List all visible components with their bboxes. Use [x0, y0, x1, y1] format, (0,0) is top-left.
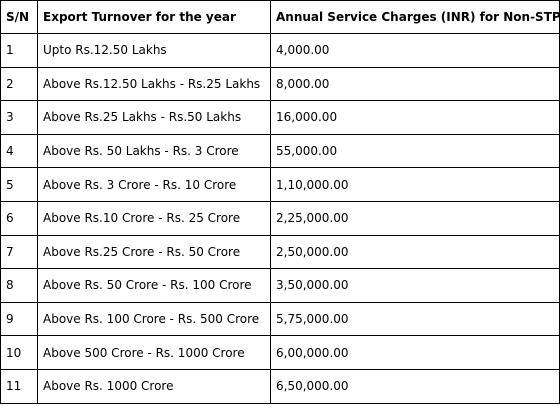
header-sn: S/N: [0, 0, 38, 34]
table-row: 9 Above Rs. 100 Crore - Rs. 500 Crore 5,…: [0, 301, 560, 337]
cell-charges: 6,50,000.00: [270, 368, 560, 404]
cell-sn: 2: [0, 66, 38, 102]
cell-turnover: Above Rs.25 Lakhs - Rs.50 Lakhs: [37, 100, 271, 135]
cell-turnover: Upto Rs.12.50 Lakhs: [37, 33, 271, 68]
cell-sn: 9: [0, 301, 38, 337]
cell-charges: 3,50,000.00: [270, 268, 560, 303]
table-row: 6 Above Rs.10 Crore - Rs. 25 Crore 2,25,…: [0, 200, 560, 236]
table-row: 7 Above Rs.25 Crore - Rs. 50 Crore 2,50,…: [0, 234, 560, 270]
cell-sn: 4: [0, 133, 38, 169]
cell-charges: 16,000.00: [270, 100, 560, 135]
cell-turnover: Above Rs. 50 Crore - Rs. 100 Crore: [37, 268, 271, 303]
cell-turnover: Above Rs.10 Crore - Rs. 25 Crore: [37, 200, 271, 236]
table-header-row: S/N Export Turnover for the year Annual …: [0, 0, 560, 34]
cell-charges: 55,000.00: [270, 133, 560, 169]
cell-turnover: Above 500 Crore - Rs. 1000 Crore: [37, 335, 271, 370]
cell-charges: 1,10,000.00: [270, 167, 560, 202]
table-row: 1 Upto Rs.12.50 Lakhs 4,000.00: [0, 33, 560, 68]
table-row: 8 Above Rs. 50 Crore - Rs. 100 Crore 3,5…: [0, 268, 560, 303]
cell-charges: 2,25,000.00: [270, 200, 560, 236]
table-row: 4 Above Rs. 50 Lakhs - Rs. 3 Crore 55,00…: [0, 133, 560, 169]
cell-turnover: Above Rs.25 Crore - Rs. 50 Crore: [37, 234, 271, 270]
cell-sn: 3: [0, 100, 38, 135]
cell-sn: 1: [0, 33, 38, 68]
table-row: 2 Above Rs.12.50 Lakhs - Rs.25 Lakhs 8,0…: [0, 66, 560, 102]
table-row: 3 Above Rs.25 Lakhs - Rs.50 Lakhs 16,000…: [0, 100, 560, 135]
cell-sn: 11: [0, 368, 38, 404]
cell-sn: 6: [0, 200, 38, 236]
table-row: 10 Above 500 Crore - Rs. 1000 Crore 6,00…: [0, 335, 560, 370]
cell-charges: 5,75,000.00: [270, 301, 560, 337]
cell-turnover: Above Rs. 3 Crore - Rs. 10 Crore: [37, 167, 271, 202]
cell-turnover: Above Rs. 100 Crore - Rs. 500 Crore: [37, 301, 271, 337]
cell-charges: 6,00,000.00: [270, 335, 560, 370]
cell-charges: 4,000.00: [270, 33, 560, 68]
header-export-turnover: Export Turnover for the year: [37, 0, 271, 34]
cell-sn: 5: [0, 167, 38, 202]
cell-sn: 7: [0, 234, 38, 270]
cell-sn: 10: [0, 335, 38, 370]
cell-turnover: Above Rs. 50 Lakhs - Rs. 3 Crore: [37, 133, 271, 169]
header-annual-service-charges: Annual Service Charges (INR) for Non-STP…: [270, 0, 560, 34]
cell-turnover: Above Rs.12.50 Lakhs - Rs.25 Lakhs: [37, 66, 271, 102]
table-row: 5 Above Rs. 3 Crore - Rs. 10 Crore 1,10,…: [0, 167, 560, 202]
cell-turnover: Above Rs. 1000 Crore: [37, 368, 271, 404]
cell-charges: 2,50,000.00: [270, 234, 560, 270]
table-row: 11 Above Rs. 1000 Crore 6,50,000.00: [0, 368, 560, 404]
cell-sn: 8: [0, 268, 38, 303]
cell-charges: 8,000.00: [270, 66, 560, 102]
